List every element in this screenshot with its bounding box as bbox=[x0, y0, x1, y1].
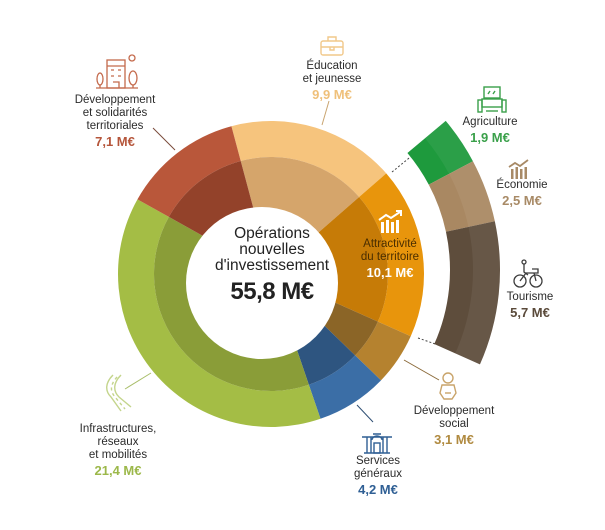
main-ring bbox=[117, 121, 424, 428]
label-developpement-social: Développement social 3,1 M€ bbox=[414, 405, 495, 447]
label-line: et solidarités bbox=[82, 107, 148, 119]
building-icon bbox=[96, 54, 138, 89]
label-line: Services bbox=[355, 455, 401, 467]
breakdown-segment-shade bbox=[455, 221, 501, 365]
label-infrastructures: Infrastructures, réseaux et mobilités 21… bbox=[80, 423, 157, 478]
label-economie: Économie 2,5 M€ bbox=[496, 179, 547, 208]
leader-developpement-territorial bbox=[152, 127, 176, 151]
segment-outer-growth-chart bbox=[359, 173, 424, 337]
label-line: social bbox=[439, 418, 469, 430]
label-value: 21,4 M€ bbox=[94, 463, 142, 478]
breakdown-segment-economy-chart bbox=[428, 161, 495, 232]
breakdown-segment-tractor bbox=[407, 120, 473, 185]
label-value: 5,7 M€ bbox=[510, 305, 550, 320]
label-value: 9,9 M€ bbox=[312, 87, 352, 102]
label-line: et mobilités bbox=[88, 449, 148, 461]
leader-services bbox=[356, 404, 374, 423]
road-icon bbox=[106, 374, 132, 412]
briefcase-icon bbox=[320, 36, 344, 56]
label-services-generaux: Services généraux 4,2 M€ bbox=[354, 455, 402, 497]
breakdown-segment-shade bbox=[449, 161, 495, 227]
economy-chart-icon bbox=[508, 159, 529, 179]
leader-lines bbox=[124, 100, 448, 423]
breakdown-ring bbox=[407, 120, 501, 365]
tractor-icon bbox=[477, 86, 507, 113]
segment-outer-briefcase bbox=[231, 121, 387, 198]
label-education: Éducation et jeunesse 9,9 M€ bbox=[303, 60, 362, 102]
label-line: généraux bbox=[354, 468, 402, 480]
center-total: Opérations nouvelles d'investissement 55… bbox=[215, 226, 329, 306]
breakdown-segment-bicycle bbox=[434, 221, 501, 365]
label-line: Économie bbox=[496, 179, 548, 191]
center-total-value: 55,8 M€ bbox=[230, 278, 314, 305]
leader-infrastructures bbox=[124, 372, 152, 390]
label-attractivite: Attractivité du territoire 10,1 M€ bbox=[361, 238, 419, 280]
label-line: Tourisme bbox=[506, 291, 554, 303]
label-line: territoriales bbox=[86, 120, 144, 132]
baby-icon bbox=[439, 372, 457, 400]
segment-outer-road bbox=[117, 199, 321, 428]
center-title-line: Opérations bbox=[234, 225, 310, 242]
label-line: et jeunesse bbox=[302, 73, 362, 85]
label-value: 7,1 M€ bbox=[95, 134, 135, 149]
growth-chart-icon bbox=[378, 210, 402, 233]
label-value: 3,1 M€ bbox=[434, 432, 474, 447]
leader-developpement-social bbox=[403, 359, 440, 381]
label-line: réseaux bbox=[97, 436, 139, 448]
label-line: Développement bbox=[74, 94, 156, 106]
label-line: Attractivité bbox=[363, 238, 417, 250]
label-line: Infrastructures, bbox=[79, 423, 157, 435]
label-value: 1,9 M€ bbox=[470, 130, 510, 145]
segment-outer-town-hall bbox=[308, 355, 381, 419]
label-line: Éducation bbox=[306, 60, 358, 72]
label-value: 2,5 M€ bbox=[502, 193, 542, 208]
label-agriculture: Agriculture 1,9 M€ bbox=[463, 116, 518, 145]
label-tourisme: Tourisme 5,7 M€ bbox=[507, 291, 554, 320]
label-line: Agriculture bbox=[462, 116, 518, 128]
center-title-line: d'investissement bbox=[214, 257, 330, 274]
breakdown-segment-shade bbox=[425, 120, 473, 174]
donut-hole bbox=[186, 207, 338, 359]
dotted-connector-top bbox=[391, 153, 415, 173]
segment-inner-briefcase bbox=[240, 156, 360, 235]
label-developpement-territorial: Développement et solidarités territorial… bbox=[75, 94, 156, 149]
label-value: 4,2 M€ bbox=[358, 482, 398, 497]
segment-outer-building bbox=[137, 126, 241, 217]
segment-outer-baby bbox=[355, 321, 411, 381]
town-hall-icon bbox=[362, 433, 392, 454]
center-title-line: nouvelles bbox=[239, 241, 305, 258]
label-line: du territoire bbox=[360, 251, 420, 263]
label-value: 10,1 M€ bbox=[366, 265, 414, 280]
leader-education bbox=[321, 100, 330, 126]
label-line: Développement bbox=[413, 405, 495, 417]
bicycle-icon bbox=[513, 259, 543, 288]
